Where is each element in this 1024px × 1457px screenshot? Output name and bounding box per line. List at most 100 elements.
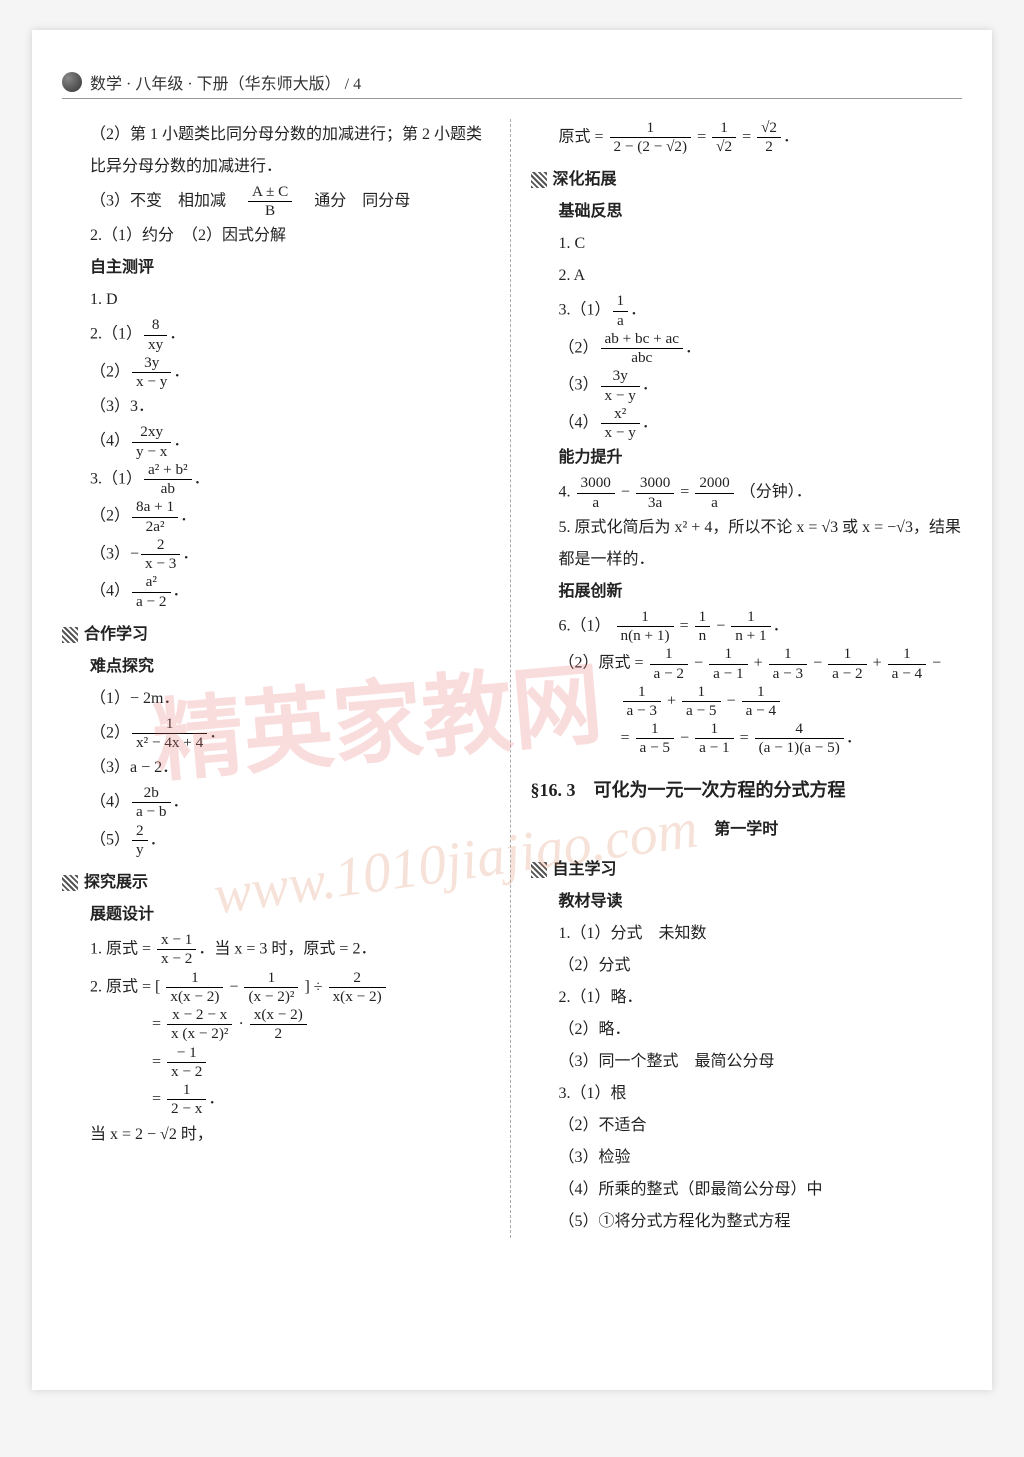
- n-1: （1）− 2m．: [62, 683, 494, 715]
- d: abc: [601, 349, 683, 367]
- b3-2: （2）ab + bc + acabc．: [531, 330, 963, 367]
- n: 1: [888, 645, 927, 664]
- b3-3: （3）3yx − y．: [531, 367, 963, 404]
- n: 3000: [577, 474, 615, 493]
- n: 1: [244, 969, 298, 988]
- n: a² + b²: [144, 461, 192, 480]
- n: 1: [132, 715, 207, 734]
- eq: =: [152, 1090, 165, 1107]
- d: x − 2: [157, 950, 196, 968]
- heading-ndtj: 难点探究: [62, 651, 494, 683]
- lbl: （2）原式 =: [559, 655, 648, 672]
- d: a: [695, 494, 733, 512]
- para-2-pre: （3）不变 相加减: [90, 192, 242, 209]
- n: 1: [610, 119, 692, 138]
- post: ．当 x = 3 时，原式 = 2．: [198, 941, 376, 958]
- heading-tjzs: 探究展示: [62, 867, 494, 899]
- d: a − 5: [636, 739, 675, 757]
- marker-icon: [531, 172, 547, 188]
- page-header: 数学 · 八年级 · 下册（华东师大版） / 4: [62, 70, 962, 99]
- lbl: （4）: [90, 433, 130, 450]
- n: 2000: [695, 474, 733, 493]
- d: x − 2: [167, 1063, 206, 1081]
- d: a − 1: [695, 739, 734, 757]
- d8: （3）检验: [531, 1142, 963, 1174]
- n: 1: [167, 1081, 206, 1100]
- lbl: （4）: [90, 583, 130, 600]
- b3-4: （4）x²x − y．: [531, 405, 963, 442]
- d: ab: [144, 480, 192, 498]
- marker-icon: [62, 875, 78, 891]
- d: (x − 2)²: [244, 988, 298, 1006]
- n-3: （3）a − 2．: [62, 752, 494, 784]
- marker-icon: [531, 862, 547, 878]
- z-2-l4: = 12 − x．: [62, 1081, 494, 1118]
- lbl: （4）: [559, 414, 599, 431]
- d: n + 1: [731, 627, 770, 645]
- content-columns: （2）第 1 小题类比同分母分数的加减进行；第 2 小题类比异分母分数的加减进行…: [62, 119, 962, 1238]
- left-column: （2）第 1 小题类比同分母分数的加减进行；第 2 小题类比异分母分数的加减进行…: [62, 119, 511, 1238]
- marker-icon: [62, 627, 78, 643]
- n: 3y: [601, 367, 640, 386]
- d7: （2）不适合: [531, 1110, 963, 1142]
- n: 1: [166, 969, 223, 988]
- heading-jcfs: 基础反思: [531, 196, 963, 228]
- d: a − 2: [650, 665, 689, 683]
- d: a − 4: [742, 702, 781, 720]
- d10: （5）①将分式方程化为整式方程: [531, 1206, 963, 1238]
- d: x − y: [601, 387, 640, 405]
- item-2-4: （4）2xyy − x．: [62, 423, 494, 460]
- lbl: （2）: [559, 339, 599, 356]
- d: 3a: [636, 494, 674, 512]
- n: 2b: [132, 784, 171, 803]
- n: 2xy: [132, 423, 171, 442]
- d: a: [577, 494, 615, 512]
- heading-jcdd: 教材导读: [531, 886, 963, 918]
- heading-zzxx: 自主学习: [531, 854, 963, 886]
- n: 1: [769, 645, 808, 664]
- header-title: 数学 · 八年级 · 下册（华东师大版） / 4: [90, 70, 361, 94]
- op: ] ÷: [304, 978, 326, 995]
- d: √2: [712, 138, 736, 156]
- n: 1: [695, 720, 734, 739]
- d: x(x − 2): [329, 988, 386, 1006]
- item-2-3: （3）3．: [62, 391, 494, 423]
- item-3-4: （4）a²a − 2．: [62, 573, 494, 610]
- lbl: （3）: [559, 377, 599, 394]
- frac-ac-b: A ± CB: [248, 183, 292, 220]
- n: a²: [132, 573, 171, 592]
- n: 1: [650, 645, 689, 664]
- d: x² − 4x + 4: [132, 734, 207, 752]
- heading-zzcp: 自主测评: [62, 252, 494, 284]
- n: 1: [731, 608, 770, 627]
- n-2: （2）1x² − 4x + 4．: [62, 715, 494, 752]
- op: −: [621, 484, 634, 501]
- b3-1: 3.（1）1a．: [531, 292, 963, 329]
- d: x − y: [132, 373, 171, 391]
- z-2-l2: = x − 2 − xx (x − 2)² · x(x − 2)2: [62, 1006, 494, 1043]
- op: ·: [238, 1016, 247, 1033]
- n-5: （5）2y．: [62, 822, 494, 859]
- z-2-l3: = − 1x − 2: [62, 1044, 494, 1081]
- lbl: 3.（1）: [90, 470, 142, 487]
- item-3-2: （2）8a + 12a²．: [62, 498, 494, 535]
- lbl: （2）: [90, 508, 130, 525]
- item-1d: 1. D: [62, 284, 494, 316]
- d: a: [613, 312, 629, 330]
- r0: 原式 = 12 − (2 − √2) = 1√2 = √22．: [531, 119, 963, 156]
- d: n(n + 1): [617, 627, 674, 645]
- d: 2 − (2 − √2): [610, 138, 692, 156]
- heading-tzcx: 拓展创新: [531, 576, 963, 608]
- page: 数学 · 八年级 · 下册（华东师大版） / 4 精英家教网 www.1010j…: [32, 30, 992, 1390]
- d: 2a²: [132, 518, 178, 536]
- d: a − 2: [132, 593, 171, 611]
- n: √2: [757, 119, 781, 138]
- d: a − 3: [623, 702, 662, 720]
- n: 3000: [636, 474, 674, 493]
- item-3-1: 3.（1）a² + b²ab．: [62, 461, 494, 498]
- d4: （2）略．: [531, 1014, 963, 1046]
- lbl: （2）: [90, 363, 130, 380]
- n: 8: [144, 316, 167, 335]
- post: （分钟）．: [740, 484, 812, 501]
- n: 1: [742, 683, 781, 702]
